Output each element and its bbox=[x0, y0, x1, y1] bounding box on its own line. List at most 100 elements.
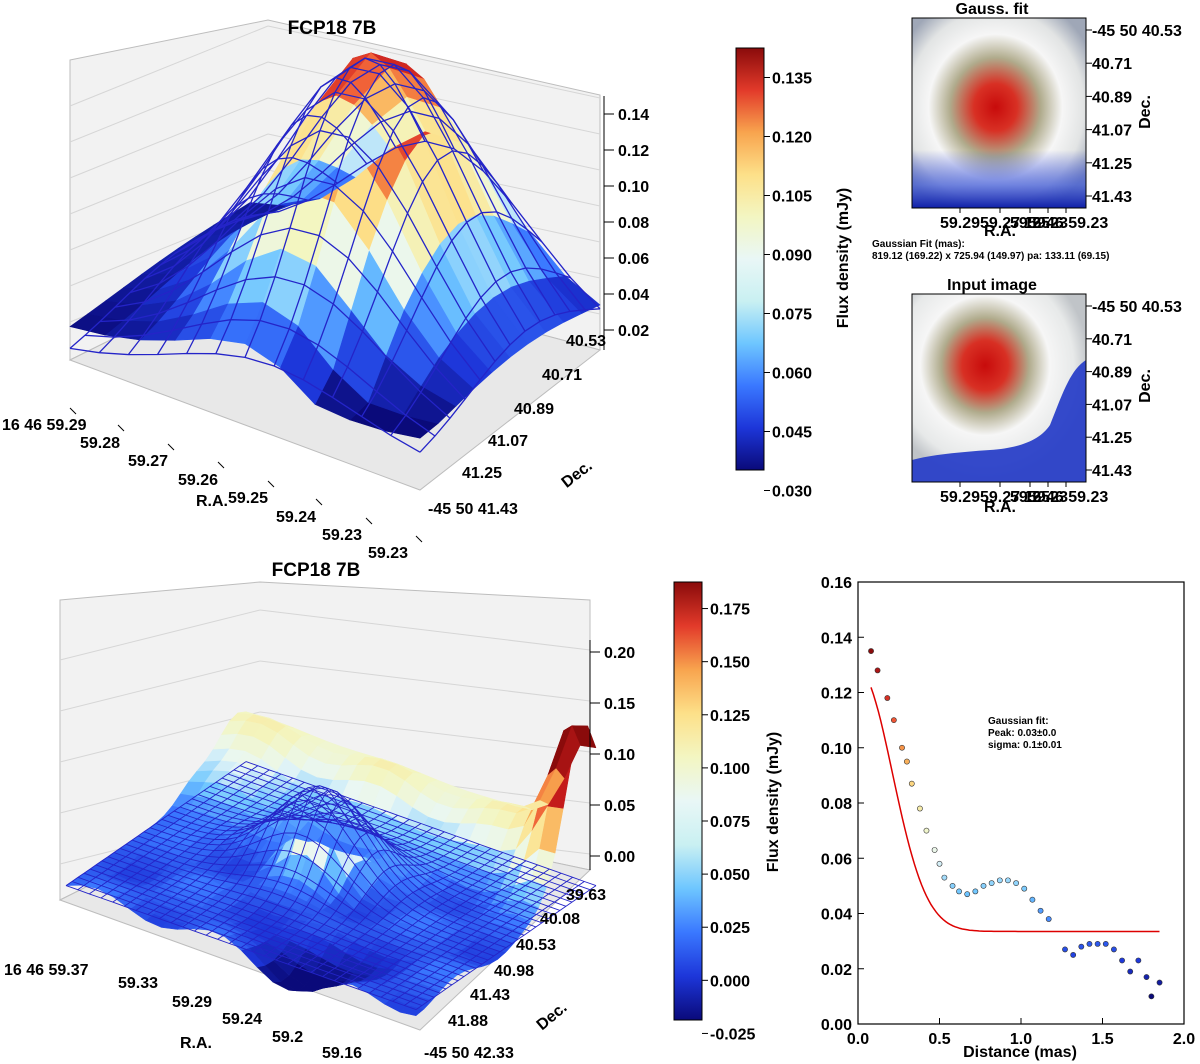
scatter-point bbox=[996, 877, 1003, 884]
scatter-point bbox=[1078, 943, 1085, 950]
input-image-ticks: -45 50 40.53 40.71 40.89 41.07 41.25 41.43 59.… bbox=[940, 299, 1182, 506]
input-image-title: Input image bbox=[947, 277, 1037, 294]
colorbar-tick-label: 0.175 bbox=[710, 602, 750, 619]
ra-tick-label: 59.29 bbox=[940, 489, 980, 506]
wire-line bbox=[234, 110, 586, 311]
colorbar-tick-label: 0.075 bbox=[710, 814, 750, 831]
grid-line bbox=[69, 169, 269, 251]
panel-a-z-ticks: 0.02 0.04 0.06 0.08 0.10 0.12 0.14 bbox=[603, 96, 649, 350]
gauss-fit-title: Gauss. fit bbox=[956, 1, 1030, 18]
grid-line bbox=[259, 711, 591, 753]
x-tick-label: 0.0 bbox=[847, 1031, 869, 1048]
dec-tick-label: 40.89 bbox=[514, 401, 554, 418]
y-tick-label: 0.08 bbox=[821, 796, 852, 813]
grid-line bbox=[69, 61, 269, 143]
wire-line bbox=[233, 769, 585, 895]
ra-tick-label: 59.29 bbox=[172, 994, 212, 1011]
scatter-point bbox=[904, 758, 910, 765]
wire-line bbox=[221, 777, 573, 903]
colorbar-tick-label: 0.090 bbox=[772, 248, 812, 265]
y-tick-label: 0.02 bbox=[821, 962, 852, 979]
colorbar-tick-label: 0.150 bbox=[710, 655, 750, 672]
y-tick-label: 0.00 bbox=[821, 1017, 852, 1034]
scatter-point bbox=[956, 888, 962, 895]
wire-line bbox=[404, 881, 585, 1006]
dec-tick-label: -45 50 41.43 bbox=[428, 501, 518, 518]
ra-tick-mark bbox=[365, 517, 373, 525]
scatter-point bbox=[1127, 968, 1134, 975]
dec-tick-label: 41.25 bbox=[462, 465, 502, 482]
ra-tick-label: 59.23 bbox=[368, 545, 408, 562]
scatter-point bbox=[874, 667, 881, 674]
grid-line bbox=[267, 25, 601, 99]
scatter-annotation-line-3: sigma: 0.1±0.01 bbox=[988, 740, 1062, 751]
panel-c-z-ticks: 0.00 0.05 0.10 0.15 0.20 bbox=[589, 640, 635, 870]
scatter-point bbox=[1013, 880, 1020, 887]
ra-tick-mark bbox=[415, 535, 423, 543]
x-tick-label: 2.0 bbox=[1173, 1031, 1195, 1048]
y-tick-label: 0.14 bbox=[821, 630, 852, 647]
ra-tick-label: 59.24 bbox=[222, 1011, 262, 1028]
scatter-point bbox=[980, 882, 987, 889]
scatter-point bbox=[941, 874, 948, 881]
colorbar-tick-label: 0.135 bbox=[772, 71, 812, 88]
scatter-point bbox=[972, 888, 979, 895]
scatter-point bbox=[1102, 940, 1109, 947]
scatter-point bbox=[964, 891, 971, 898]
ra-tick-label: 59.27 bbox=[980, 215, 1020, 232]
gauss-fit-ticks: -45 50 40.53 40.71 40.89 41.07 41.25 41.43 59.… bbox=[940, 23, 1182, 232]
grid-line bbox=[259, 660, 591, 702]
colorbar-tick-label: 0.030 bbox=[772, 484, 812, 501]
panel-c-title: FCP18 7B bbox=[272, 560, 361, 581]
wire-line bbox=[369, 868, 550, 994]
grid-line bbox=[69, 133, 269, 215]
ra-tick-mark bbox=[267, 480, 275, 488]
panel-a-xlabel: R.A. bbox=[196, 493, 228, 510]
scatter-point bbox=[1029, 896, 1036, 903]
colorbar-tick-label: 0.045 bbox=[772, 425, 812, 442]
ra-tick-label: 59.29 bbox=[940, 215, 980, 232]
scatter-point bbox=[890, 717, 897, 724]
ra-tick-mark bbox=[117, 424, 125, 432]
colorbar-tick-label: 0.125 bbox=[710, 708, 750, 725]
scatter-point bbox=[1086, 940, 1093, 947]
dec-tick-label: 41.07 bbox=[1092, 397, 1132, 414]
input-image-frame bbox=[911, 293, 1087, 483]
scatter-point bbox=[988, 880, 995, 887]
scatter-annotation-line-2: Peak: 0.03±0.0 bbox=[988, 728, 1057, 739]
scatter-point bbox=[917, 805, 923, 812]
dec-tick-label: 40.53 bbox=[516, 937, 556, 954]
scatter-point bbox=[1021, 885, 1028, 892]
scatter-annotation-line-1: Gaussian fit: bbox=[988, 716, 1049, 727]
z-tick-label: 0.20 bbox=[604, 645, 635, 662]
grid-line bbox=[59, 609, 261, 661]
ra-tick-mark bbox=[315, 498, 323, 506]
wire-line bbox=[227, 773, 579, 899]
ra-tick-label: 59.23 bbox=[1028, 489, 1068, 506]
dec-tick-label: 41.25 bbox=[1092, 156, 1132, 173]
dec-tick-label: -45 50 40.53 bbox=[1092, 299, 1182, 316]
wire-line bbox=[392, 876, 573, 1002]
wire-line bbox=[245, 761, 597, 887]
panel-c-xlabel: R.A. bbox=[180, 1035, 212, 1052]
dec-tick-label: 41.07 bbox=[488, 433, 528, 450]
gauss-fit-image-shade bbox=[912, 150, 1086, 208]
panel-c-ylabel: Dec. bbox=[534, 999, 571, 1034]
scatter-point bbox=[1062, 946, 1068, 953]
dec-tick-label: 40.08 bbox=[540, 911, 580, 928]
scatter-point bbox=[1156, 979, 1163, 986]
x-tick-label: 1.5 bbox=[1091, 1031, 1113, 1048]
wire-line bbox=[215, 781, 567, 907]
scatter-point bbox=[1148, 993, 1155, 1000]
gaussian-fit-curve bbox=[870, 687, 1160, 933]
colorbar-tick-label: 0.000 bbox=[710, 973, 750, 990]
gaussian-fit-text-2: 819.12 (169.22) x 725.94 (149.97) pa: 13… bbox=[872, 251, 1109, 262]
z-tick-label: 0.05 bbox=[604, 798, 635, 815]
panel-c-colorbar: -0.025 0.000 0.025 0.050 0.075 0.100 0.125 0.15… bbox=[673, 581, 755, 1043]
ra-tick-mark bbox=[69, 407, 77, 415]
ra-tick-label: 59.24 bbox=[276, 509, 316, 526]
dec-tick-label: 40.71 bbox=[1092, 56, 1132, 73]
panel-b-images: Gauss. fit -45 50 40.53 40.71 40.89 41.07 41… bbox=[872, 1, 1182, 516]
